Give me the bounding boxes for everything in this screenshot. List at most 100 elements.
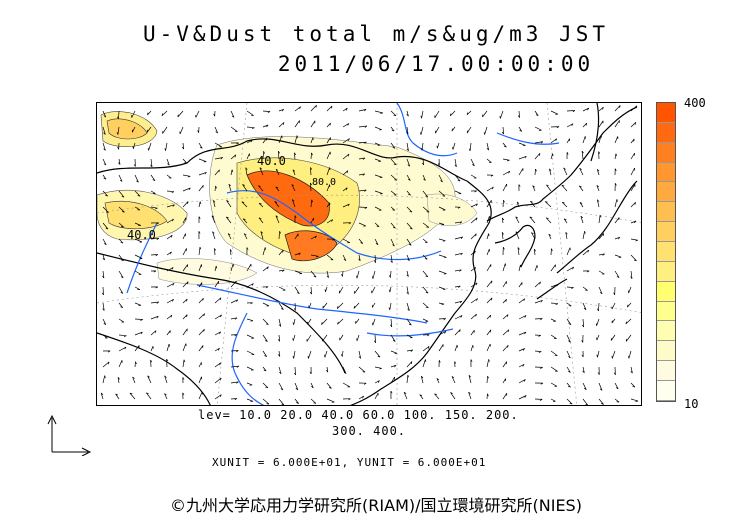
colorbar-max-label: 400 xyxy=(684,96,706,110)
wind-arrowhead xyxy=(410,349,414,352)
wind-arrow xyxy=(342,382,351,388)
wind-arrow xyxy=(275,186,280,192)
wind-arrowhead xyxy=(294,372,296,376)
wind-arrow xyxy=(326,219,333,224)
wind-arrow xyxy=(214,281,219,288)
wind-arrowhead xyxy=(259,203,262,205)
wind-arrow xyxy=(434,393,440,400)
wind-arrowhead xyxy=(634,122,637,125)
wind-arrowhead xyxy=(363,109,367,112)
wind-arrowhead xyxy=(627,304,629,308)
wind-arrow xyxy=(406,270,409,277)
wind-arrowhead xyxy=(218,169,220,173)
wind-arrowhead xyxy=(548,233,552,236)
wind-arrow xyxy=(342,254,347,261)
wind-arrow xyxy=(371,286,376,294)
wind-arrowhead xyxy=(377,355,381,358)
wind-arrow xyxy=(353,302,360,309)
wind-arrowhead xyxy=(324,289,326,292)
dust-area-gobi-core xyxy=(246,170,330,227)
wind-arrowhead xyxy=(487,393,489,397)
wind-arrow xyxy=(438,286,446,290)
wind-arrow xyxy=(291,199,296,208)
wind-arrow xyxy=(294,382,299,390)
wind-arrow xyxy=(246,334,255,339)
colorbar-segment xyxy=(657,103,675,123)
wind-arrow xyxy=(390,270,392,278)
wind-arrow xyxy=(566,123,574,128)
wind-arrowhead xyxy=(154,330,157,334)
wind-arrow xyxy=(226,216,232,224)
wind-arrowhead xyxy=(425,359,427,362)
wind-arrow xyxy=(502,281,507,288)
wind-arrow xyxy=(502,329,510,336)
wind-arrow xyxy=(550,264,556,272)
wind-arrowhead xyxy=(263,151,265,154)
wind-arrow xyxy=(544,201,552,208)
wind-arrowhead xyxy=(393,114,397,117)
wind-arrow xyxy=(421,110,424,119)
wind-arrowhead xyxy=(531,232,534,235)
wind-arrowhead xyxy=(598,151,601,154)
wind-arrow xyxy=(566,302,572,307)
wind-arrowhead xyxy=(275,186,279,189)
wind-arrowhead xyxy=(337,321,339,325)
wind-arrowhead xyxy=(182,146,184,150)
wind-arrowhead xyxy=(633,259,637,262)
wind-arrow xyxy=(630,184,636,192)
colorbar-segment xyxy=(657,162,675,183)
wind-arrow xyxy=(132,126,136,133)
wind-arrow xyxy=(310,398,317,404)
wind-arrow xyxy=(390,174,398,181)
wind-arrowhead xyxy=(524,156,527,159)
wind-arrowhead xyxy=(251,127,255,130)
colorbar-segment xyxy=(657,321,675,342)
wind-arrowhead xyxy=(420,115,422,119)
wind-arrowhead xyxy=(388,289,391,293)
wind-arrowhead xyxy=(329,122,331,126)
wind-arrow xyxy=(326,366,329,373)
wind-arrowhead xyxy=(390,260,393,263)
dust-area-korea-west xyxy=(426,193,478,226)
wind-arrow xyxy=(419,394,424,400)
wind-arrowhead xyxy=(313,275,317,278)
wind-arrowhead xyxy=(332,238,335,241)
wind-arrow xyxy=(501,217,504,224)
wind-arrow xyxy=(502,126,504,135)
wind-arrowhead xyxy=(515,231,519,234)
wind-arrow xyxy=(102,222,109,230)
wind-arrow xyxy=(466,126,472,134)
wind-arrow xyxy=(550,366,558,372)
contour-levels: lev= 10.0 20.0 40.0 60.0 100. 150. 200. xyxy=(198,408,519,422)
wind-arrowhead xyxy=(265,323,269,325)
wind-arrowhead xyxy=(423,178,426,181)
wind-arrow xyxy=(598,302,600,312)
wind-arrowhead xyxy=(146,392,149,395)
wind-arrowhead xyxy=(599,292,603,295)
wind-arrow xyxy=(146,126,152,133)
wind-arrowhead xyxy=(627,355,630,359)
wind-arrow xyxy=(118,206,125,213)
wind-arrow xyxy=(390,334,396,342)
wind-arrowhead xyxy=(309,371,312,375)
wind-arrowhead xyxy=(362,371,366,373)
wind-arrow xyxy=(406,349,413,352)
wind-arrowhead xyxy=(556,126,560,129)
wind-arrow xyxy=(406,158,411,167)
wind-arrowhead xyxy=(411,361,413,364)
wind-arrow xyxy=(214,126,219,134)
wind-arrow xyxy=(486,314,491,320)
wind-arrowhead xyxy=(250,302,253,305)
wind-arrow xyxy=(501,232,504,240)
wind-arrowhead xyxy=(388,307,391,311)
wind-arrowhead xyxy=(420,132,422,135)
wind-arrowhead xyxy=(545,201,548,203)
wind-arrowhead xyxy=(170,235,173,238)
wind-arrow xyxy=(614,382,619,390)
wind-arrow xyxy=(614,199,618,208)
wind-arrowhead xyxy=(602,253,605,256)
wind-arrow xyxy=(566,247,571,256)
wind-arrowhead xyxy=(563,218,567,221)
wind-arrow xyxy=(486,233,489,240)
wind-arrow xyxy=(198,158,207,162)
